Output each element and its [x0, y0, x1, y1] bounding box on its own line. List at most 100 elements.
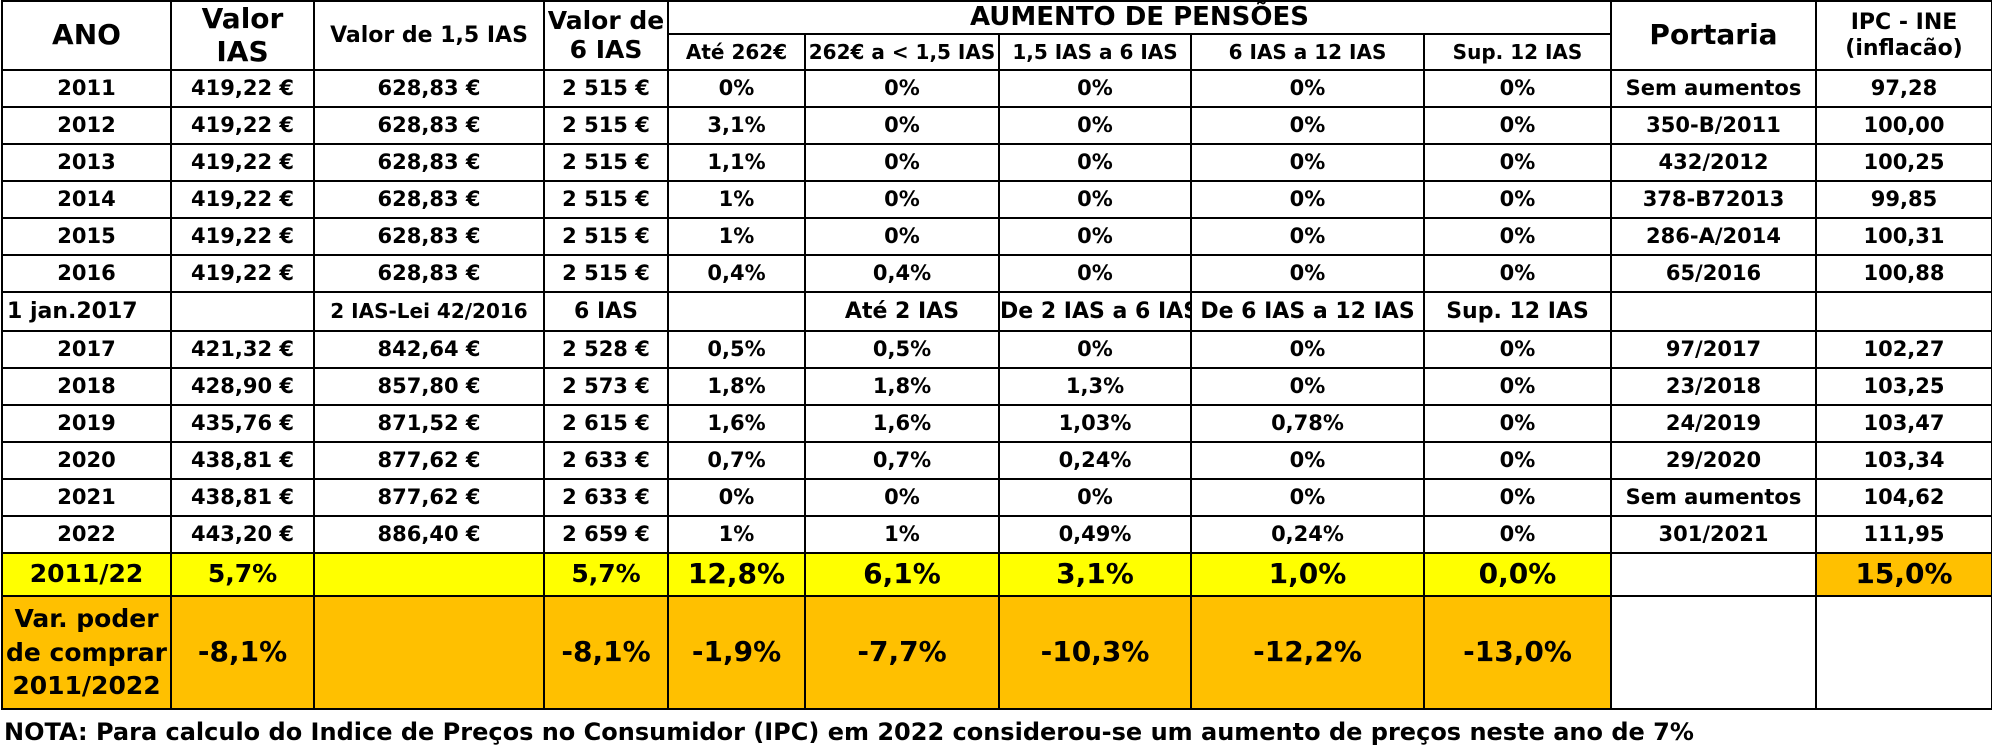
- cell-ano: 2020: [1, 441, 172, 480]
- table-row: 2022 443,20 € 886,40 € 2 659 € 1% 1% 0,4…: [1, 515, 1992, 554]
- cell-ipc: 104,62: [1815, 478, 1992, 517]
- table-row: 2021 438,81 € 877,62 € 2 633 € 0% 0% 0% …: [1, 478, 1992, 517]
- section-header-row: 1 jan.2017 2 IAS-Lei 42/2016 6 IAS Até 2…: [1, 291, 1992, 332]
- section-ano: 1 jan.2017: [1, 291, 172, 332]
- table-row: 2019 435,76 € 871,52 € 2 615 € 1,6% 1,6%…: [1, 404, 1992, 443]
- pensions-table: ANO Valor IAS Valor de 1,5 IAS Valor de …: [1, 0, 1992, 710]
- header-sub-262-15ias: 262€ a < 1,5 IAS: [804, 33, 1000, 71]
- purchase-v6: -8,1%: [543, 595, 669, 710]
- cell-ipc: 111,95: [1815, 515, 1992, 554]
- total-row: 2011/22 5,7% 5,7% 12,8% 6,1% 3,1% 1,0% 0…: [1, 552, 1992, 597]
- cell-ipc: 100,31: [1815, 217, 1992, 256]
- cell-v6: 2 515 €: [543, 143, 669, 182]
- cell-ipc: 100,88: [1815, 254, 1992, 293]
- cell-c1: 1,8%: [667, 367, 806, 406]
- cell-v6: 2 573 €: [543, 367, 669, 406]
- cell-ias: 421,32 €: [170, 330, 315, 369]
- cell-c1: 0,5%: [667, 330, 806, 369]
- cell-v6: 2 515 €: [543, 217, 669, 256]
- cell-ano: 2019: [1, 404, 172, 443]
- cell-c3: 1,3%: [998, 367, 1192, 406]
- section-c4: De 6 IAS a 12 IAS: [1190, 291, 1425, 332]
- cell-ano: 2016: [1, 254, 172, 293]
- table-row: 2012 419,22 € 628,83 € 2 515 € 3,1% 0% 0…: [1, 106, 1992, 145]
- table-row: 2013 419,22 € 628,83 € 2 515 € 1,1% 0% 0…: [1, 143, 1992, 182]
- cell-c5: 0%: [1423, 180, 1612, 219]
- cell-portaria: 350-B/2011: [1610, 106, 1817, 145]
- cell-c2: 0%: [804, 180, 1000, 219]
- cell-v15: 842,64 €: [313, 330, 545, 369]
- cell-c2: 1%: [804, 515, 1000, 554]
- cell-ias: 443,20 €: [170, 515, 315, 554]
- cell-v15: 628,83 €: [313, 180, 545, 219]
- table-row: 2011 419,22 € 628,83 € 2 515 € 0% 0% 0% …: [1, 69, 1992, 108]
- header-sub-sup12: Sup. 12 IAS: [1423, 33, 1612, 71]
- cell-v15: 871,52 €: [313, 404, 545, 443]
- section-c2: Até 2 IAS: [804, 291, 1000, 332]
- cell-c2: 0%: [804, 69, 1000, 108]
- cell-portaria: 286-A/2014: [1610, 217, 1817, 256]
- cell-v15: 628,83 €: [313, 217, 545, 256]
- total-v6: 5,7%: [543, 552, 669, 597]
- cell-portaria: 65/2016: [1610, 254, 1817, 293]
- cell-v15: 628,83 €: [313, 69, 545, 108]
- cell-c4: 0%: [1190, 180, 1425, 219]
- cell-c2: 0,4%: [804, 254, 1000, 293]
- cell-c1: 0%: [667, 69, 806, 108]
- cell-c5: 0%: [1423, 143, 1612, 182]
- cell-ias: 435,76 €: [170, 404, 315, 443]
- cell-c2: 0,5%: [804, 330, 1000, 369]
- cell-ias: 419,22 €: [170, 217, 315, 256]
- cell-c4: 0%: [1190, 217, 1425, 256]
- cell-portaria: 23/2018: [1610, 367, 1817, 406]
- header-sub-6-12ias: 6 IAS a 12 IAS: [1190, 33, 1425, 71]
- cell-ano: 2015: [1, 217, 172, 256]
- cell-c5: 0%: [1423, 69, 1612, 108]
- cell-ano: 2021: [1, 478, 172, 517]
- purchase-ipc: [1815, 595, 1992, 710]
- table-row: 2020 438,81 € 877,62 € 2 633 € 0,7% 0,7%…: [1, 441, 1992, 480]
- cell-portaria: 97/2017: [1610, 330, 1817, 369]
- cell-v15: 628,83 €: [313, 143, 545, 182]
- cell-c4: 0%: [1190, 441, 1425, 480]
- cell-portaria: 29/2020: [1610, 441, 1817, 480]
- header-sub-ate-262: Até 262€: [667, 33, 806, 71]
- cell-c5: 0%: [1423, 367, 1612, 406]
- cell-portaria: 301/2021: [1610, 515, 1817, 554]
- cell-ano: 2014: [1, 180, 172, 219]
- cell-c1: 1,1%: [667, 143, 806, 182]
- cell-c3: 0%: [998, 330, 1192, 369]
- total-c5: 0,0%: [1423, 552, 1612, 597]
- cell-c3: 0%: [998, 106, 1192, 145]
- cell-ano: 2018: [1, 367, 172, 406]
- cell-v6: 2 515 €: [543, 180, 669, 219]
- cell-v15: 877,62 €: [313, 441, 545, 480]
- total-portaria: [1610, 552, 1817, 597]
- cell-v15: 857,80 €: [313, 367, 545, 406]
- cell-ias: 428,90 €: [170, 367, 315, 406]
- cell-c5: 0%: [1423, 515, 1612, 554]
- cell-v15: 877,62 €: [313, 478, 545, 517]
- footnote: NOTA: Para calculo do Indice de Preços n…: [4, 718, 1694, 746]
- total-c1: 12,8%: [667, 552, 806, 597]
- cell-ipc: 102,27: [1815, 330, 1992, 369]
- purchase-c1: -1,9%: [667, 595, 806, 710]
- cell-v6: 2 633 €: [543, 478, 669, 517]
- cell-c1: 0%: [667, 478, 806, 517]
- purchase-v15: [313, 595, 545, 710]
- cell-c5: 0%: [1423, 478, 1612, 517]
- cell-ias: 419,22 €: [170, 106, 315, 145]
- cell-ias: 419,22 €: [170, 254, 315, 293]
- purchase-label: Var. poder de comprar 2011/2022: [1, 595, 172, 710]
- total-c4: 1,0%: [1190, 552, 1425, 597]
- cell-v6: 2 528 €: [543, 330, 669, 369]
- cell-ano: 2013: [1, 143, 172, 182]
- cell-portaria: Sem aumentos: [1610, 69, 1817, 108]
- cell-c4: 0%: [1190, 254, 1425, 293]
- total-ano: 2011/22: [1, 552, 172, 597]
- table-row: 2018 428,90 € 857,80 € 2 573 € 1,8% 1,8%…: [1, 367, 1992, 406]
- cell-ipc: 103,34: [1815, 441, 1992, 480]
- table-row: 2016 419,22 € 628,83 € 2 515 € 0,4% 0,4%…: [1, 254, 1992, 293]
- cell-c2: 1,6%: [804, 404, 1000, 443]
- cell-ias: 419,22 €: [170, 180, 315, 219]
